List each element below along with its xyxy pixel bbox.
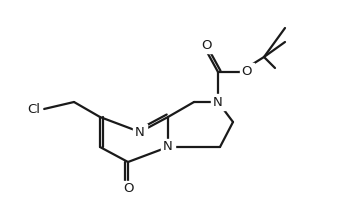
Text: O: O <box>123 182 133 196</box>
Text: N: N <box>213 95 223 109</box>
Text: N: N <box>163 141 173 153</box>
Text: Cl: Cl <box>27 103 41 115</box>
Text: O: O <box>201 38 211 52</box>
Text: N: N <box>135 125 145 139</box>
Text: O: O <box>242 65 252 77</box>
